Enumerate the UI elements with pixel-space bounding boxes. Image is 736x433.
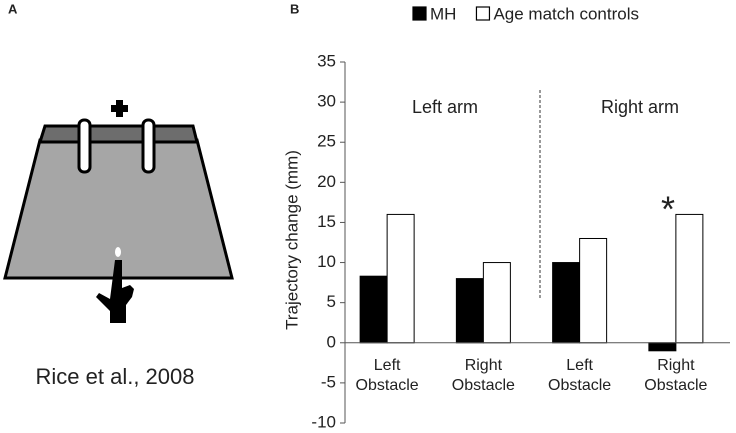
panel-label: B bbox=[290, 1, 299, 16]
y-tick-label: 5 bbox=[327, 292, 336, 311]
panel-label: A bbox=[8, 1, 18, 16]
y-tick-label: 20 bbox=[317, 172, 336, 191]
legend-label: Age match controls bbox=[493, 4, 639, 23]
significance-marker: * bbox=[661, 189, 675, 230]
caption: Rice et al., 2008 bbox=[36, 364, 195, 389]
y-tick-label: 15 bbox=[317, 212, 336, 231]
legend-swatch bbox=[412, 6, 427, 21]
legend-label: MH bbox=[430, 4, 456, 23]
y-tick-label: 35 bbox=[317, 51, 336, 70]
y-tick-label: -10 bbox=[311, 412, 336, 431]
apparatus-drawing bbox=[3, 100, 234, 323]
legend-swatch bbox=[475, 6, 491, 21]
y-tick-label: -5 bbox=[321, 372, 336, 391]
bar bbox=[386, 213, 415, 344]
y-tick-label: 30 bbox=[317, 92, 336, 111]
x-tick-label: Left Obstacle bbox=[548, 357, 612, 394]
group-label: Right arm bbox=[601, 97, 679, 117]
bar bbox=[455, 278, 484, 344]
y-axis-title: Trajectory change (mm) bbox=[282, 150, 301, 330]
y-tick-label: 25 bbox=[317, 132, 336, 151]
y-tick-label: 10 bbox=[317, 252, 336, 271]
bar bbox=[552, 262, 581, 344]
bar bbox=[579, 237, 608, 344]
bar bbox=[359, 275, 388, 344]
bar bbox=[675, 213, 704, 344]
x-tick-label: Right Obstacle bbox=[451, 357, 515, 394]
bar bbox=[482, 262, 511, 344]
y-tick-label: 0 bbox=[327, 332, 336, 351]
bar bbox=[648, 342, 677, 352]
x-tick-label: Right Obstacle bbox=[644, 357, 708, 394]
x-tick-label: Left Obstacle bbox=[355, 357, 419, 394]
group-label: Left arm bbox=[412, 97, 478, 117]
